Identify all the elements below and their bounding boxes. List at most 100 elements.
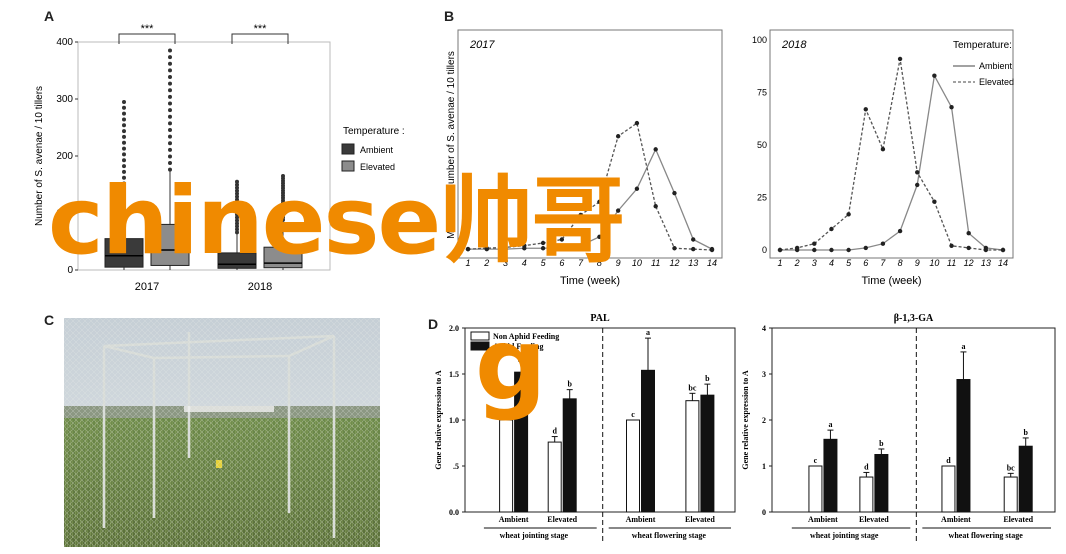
data-point <box>540 240 546 246</box>
box <box>104 238 144 268</box>
outlier-point <box>122 111 126 116</box>
outlier-point <box>168 81 172 86</box>
outlier-point <box>235 230 239 235</box>
x-tick-label: 1 <box>465 258 470 268</box>
data-point <box>846 212 851 217</box>
outlier-point <box>235 191 239 196</box>
x-tick-label: 5 <box>846 258 852 268</box>
significance-letter: a <box>961 342 965 351</box>
outlier-point <box>168 75 172 80</box>
outlier-point <box>168 141 172 146</box>
x-tick-label: 5 <box>541 258 547 268</box>
stage-label: wheat flowering stage <box>949 531 1024 540</box>
outlier-point <box>168 127 172 132</box>
outlier-point <box>235 182 239 187</box>
bar <box>685 400 700 513</box>
group-label: Ambient <box>499 515 529 524</box>
x-tick-label: 10 <box>929 258 939 268</box>
y-axis-label: Mean ±SE number of S. avenae / 10 tiller… <box>446 51 457 239</box>
bar <box>823 438 838 513</box>
x-tick-label: 12 <box>964 258 974 268</box>
y-tick-label: 25 <box>757 193 767 203</box>
data-point <box>794 245 800 251</box>
outlier-point <box>122 146 126 151</box>
bar <box>1003 476 1018 513</box>
significance-letter: bc <box>688 383 696 392</box>
outlier-point <box>235 197 239 202</box>
box <box>150 223 190 266</box>
y-tick-label: 100 <box>56 208 73 219</box>
data-point <box>709 247 715 253</box>
significance-letter: b <box>1023 428 1028 437</box>
panel-d-glu-chart: β-1,3-GA 0 1 2 3 4 Gene relative expression to… <box>741 313 1056 542</box>
group-label: Ambient <box>626 515 656 524</box>
x-tick-label: 13 <box>688 258 698 268</box>
panel-d-pal-chart: PAL 0.0 .5 1.0 1.5 2.0 Gene relative expressio… <box>434 313 736 542</box>
outlier-point <box>168 101 172 106</box>
outlier-point <box>168 108 172 113</box>
outlier-point <box>168 88 172 93</box>
outlier-point <box>235 224 239 229</box>
x-tick-label: 3 <box>812 258 817 268</box>
x-tick-label: 2 <box>794 258 800 268</box>
bar <box>547 441 562 513</box>
data-point <box>863 245 868 251</box>
significance-bracket <box>231 33 289 44</box>
watermark-text-g: g <box>475 306 547 423</box>
significance-letter: b <box>567 380 572 389</box>
x-tick-label: 14 <box>998 258 1008 268</box>
x-tick-label: 1 <box>777 258 782 268</box>
y-tick-label: 400 <box>56 37 73 48</box>
bar <box>700 394 715 513</box>
bar <box>956 379 971 513</box>
panel-label-c: C <box>44 312 55 328</box>
significance-letter: c <box>814 456 818 465</box>
data-point <box>672 246 677 251</box>
y-tick-label: 2.0 <box>449 324 459 333</box>
outlier-point <box>122 164 126 169</box>
outlier-point <box>235 227 239 232</box>
year-label: 2017 <box>469 39 495 51</box>
data-point <box>829 226 834 232</box>
x-tick-label: 12 <box>669 258 679 268</box>
x-tick-label: 2 <box>483 258 489 268</box>
outlier-point <box>168 154 172 159</box>
outlier-point <box>122 193 126 198</box>
data-point <box>915 170 920 175</box>
data-point <box>846 247 851 253</box>
outlier-point <box>122 134 126 139</box>
outlier-point <box>122 187 126 192</box>
significance-letter: d <box>946 456 951 465</box>
x-tick-label: 7 <box>578 258 584 268</box>
data-point <box>691 237 696 242</box>
data-point <box>777 247 783 253</box>
data-point <box>634 186 640 191</box>
legend-label: Ambient <box>360 145 394 155</box>
legend-label: Elevated <box>979 77 1014 87</box>
group-label: Elevated <box>685 515 715 524</box>
data-point <box>691 246 696 252</box>
bar <box>808 465 823 513</box>
bar <box>1018 445 1033 513</box>
x-tick-label: 9 <box>915 258 920 268</box>
x-tick-label: 6 <box>863 258 868 268</box>
outlier-point <box>235 203 239 208</box>
legend-title: Temperature: <box>953 40 1012 51</box>
data-point <box>465 246 471 252</box>
outlier-point <box>235 221 239 226</box>
legend-label: Non Aphid Feeding <box>493 332 559 341</box>
data-point <box>615 208 621 213</box>
group-label: Elevated <box>547 515 577 524</box>
outlier-point <box>122 181 126 186</box>
series-line <box>467 122 713 251</box>
outlier-point <box>235 188 239 193</box>
significance-letter: bc <box>1007 463 1015 472</box>
x-tick-label: 6 <box>559 258 564 268</box>
stage-label: wheat jointing stage <box>500 531 569 540</box>
data-point <box>597 234 602 240</box>
data-point <box>863 107 868 112</box>
data-point <box>829 247 834 253</box>
y-tick-label: 100 <box>752 35 767 45</box>
y-tick-label: 0 <box>762 245 767 255</box>
data-point <box>653 147 658 152</box>
